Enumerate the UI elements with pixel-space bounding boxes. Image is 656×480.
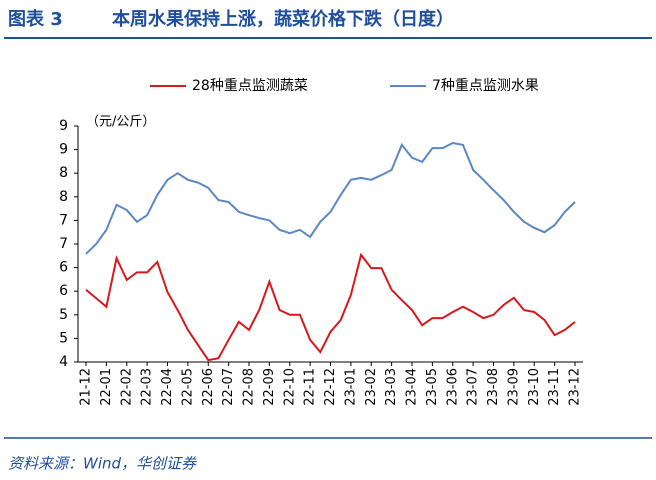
y-tick-label: 9	[59, 142, 68, 158]
x-tick-label: 22-12	[323, 368, 338, 406]
figure-label: 图表 3	[8, 8, 63, 30]
x-tick-label: 22-02	[119, 368, 134, 406]
y-tick-label: 6	[59, 283, 68, 299]
x-tick-label: 23-10	[527, 368, 542, 406]
y-tick-label: 8	[59, 165, 68, 181]
x-tick-label: 23-02	[364, 368, 379, 406]
y-tick-label: 7	[59, 212, 68, 228]
y-tick-label: 6	[59, 260, 68, 276]
legend-label: 28种重点监测蔬菜	[192, 78, 308, 94]
chart-title: 本周水果保持上涨，蔬菜价格下跌（日度）	[112, 8, 454, 30]
x-tick-label: 23-03	[384, 368, 399, 406]
y-tick-label: 8	[59, 189, 68, 205]
x-tick-label: 23-08	[486, 368, 501, 406]
y-tick-label: 7	[59, 236, 68, 252]
x-tick-label: 22-03	[140, 368, 155, 406]
x-tick-label: 22-08	[242, 368, 257, 406]
x-tick-label: 22-10	[282, 368, 297, 406]
x-tick-label: 22-06	[201, 368, 216, 406]
x-tick-label: 23-07	[466, 368, 481, 406]
y-tick-label: 5	[59, 330, 68, 346]
x-tick-label: 23-06	[445, 368, 460, 406]
x-tick-label: 23-05	[425, 368, 440, 406]
y-tick-label: 9	[59, 118, 68, 134]
x-tick-label: 21-12	[79, 368, 94, 406]
y-tick-label: 4	[59, 354, 68, 370]
line-series	[85, 141, 576, 255]
x-tick-label: 23-11	[547, 368, 562, 406]
x-tick-label: 22-11	[303, 368, 318, 406]
x-tick-label: 22-01	[99, 368, 114, 406]
x-tick-label: 22-07	[221, 368, 236, 406]
line-series	[85, 252, 576, 362]
x-tick-label: 22-09	[262, 368, 277, 406]
x-tick-label: 23-12	[568, 368, 583, 406]
unit-label: （元/公斤）	[86, 115, 155, 130]
x-tick-label: 22-05	[180, 368, 195, 406]
y-tick-label: 5	[59, 307, 68, 323]
source: 资料来源：Wind，华创证券	[8, 455, 197, 473]
x-tick-label: 23-01	[343, 368, 358, 406]
x-tick-label: 22-04	[160, 368, 175, 406]
x-tick-label: 23-09	[506, 368, 521, 406]
legend-label: 7种重点监测水果	[432, 78, 539, 94]
x-tick-label: 23-04	[405, 368, 420, 406]
